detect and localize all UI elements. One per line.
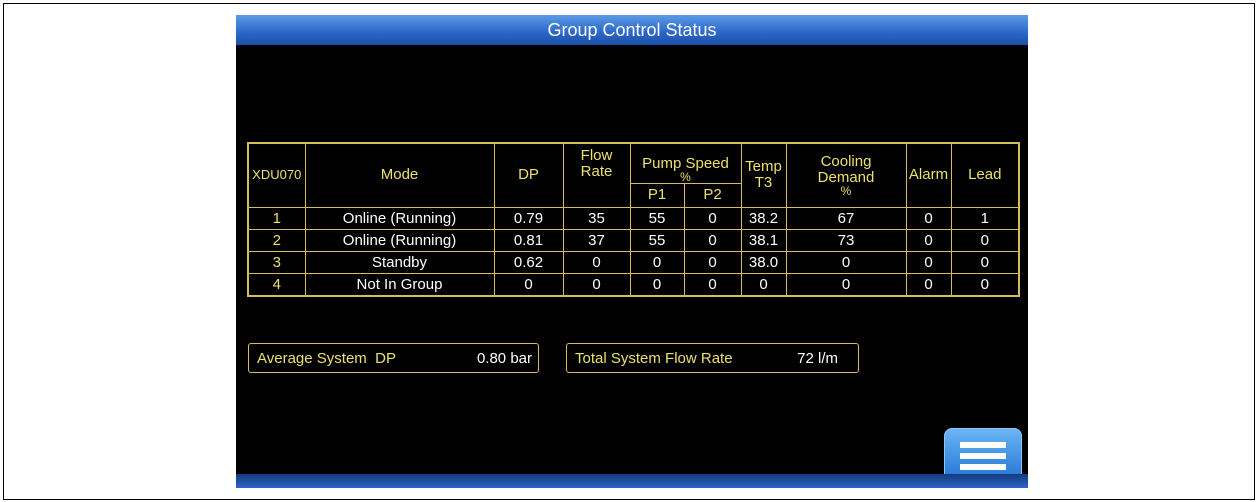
table-cell: 1	[950, 206, 1020, 230]
header-cell: P1	[629, 183, 685, 208]
table-cell: 0	[683, 272, 742, 296]
header-cell: Flow Rate	[562, 142, 631, 208]
table-row: 1 Online (Running) 0.79 35 55 0 38.2 67 0 1	[247, 206, 1020, 230]
table-cell: 0	[905, 250, 952, 274]
table-cell: 0	[493, 272, 564, 296]
header-cell: XDU070	[247, 142, 306, 208]
summary-value: 0.80 bar	[476, 350, 532, 367]
table-row: 4 Not In Group 0 0 0 0 0 0 0 0	[247, 272, 1020, 296]
table-cell: 0	[950, 250, 1020, 274]
unit-index: 4	[247, 272, 306, 296]
table-cell: 0	[629, 250, 685, 274]
header-text: Pump Speed	[642, 154, 729, 172]
table-cell: Online (Running)	[304, 228, 495, 252]
header-cell: Alarm	[905, 142, 952, 208]
header-unit: %	[680, 169, 691, 184]
table-cell: 55	[629, 228, 685, 252]
frame	[3, 3, 1255, 500]
header-cell: Pump Speed %	[629, 142, 742, 184]
header-text: Cooling Demand	[817, 152, 875, 186]
table-cell: 0	[683, 250, 742, 274]
table-cell: 0	[950, 228, 1020, 252]
summary-label: Average System DP	[257, 350, 396, 367]
table-cell: 37	[562, 228, 631, 252]
table-cell: 0	[629, 272, 685, 296]
table-cell: 35	[562, 206, 631, 230]
summary-label: Total System Flow Rate	[575, 350, 733, 367]
unit-index: 3	[247, 250, 306, 274]
header-cell: Mode	[304, 142, 495, 208]
bottom-bar	[236, 474, 1028, 488]
header-cell: P2	[683, 183, 742, 208]
table-cell: 0	[683, 228, 742, 252]
header-cell: DP	[493, 142, 564, 208]
summary-value: 72 l/m	[797, 350, 838, 367]
table-cell: 0	[905, 206, 952, 230]
table-cell: 0.79	[493, 206, 564, 230]
table-cell: Standby	[304, 250, 495, 274]
summary-box: Total System Flow Rate 72 l/m	[566, 343, 859, 373]
table-cell: 67	[785, 206, 907, 230]
table-cell: 0	[905, 272, 952, 296]
title: Group Control Status	[236, 15, 1028, 45]
summary-box: Average System DP 0.80 bar	[248, 343, 539, 373]
table-cell: 0	[950, 272, 1020, 296]
table-cell: 0.62	[493, 250, 564, 274]
table-cell: 0	[785, 272, 907, 296]
table-cell: Not In Group	[304, 272, 495, 296]
screen: Group Control Status XDU070 Mode DP Flow…	[236, 15, 1028, 488]
table-cell: 0.81	[493, 228, 564, 252]
table-cell: 38.0	[740, 250, 787, 274]
header-unit: %	[840, 183, 852, 198]
table-cell: 0	[562, 272, 631, 296]
status-table: XDU070 Mode DP Flow Rate Pump Speed % Te…	[247, 142, 1021, 297]
table-cell: 0	[683, 206, 742, 230]
unit-index: 1	[247, 206, 306, 230]
table-cell: 55	[629, 206, 685, 230]
header-cell: Temp T3	[740, 142, 787, 208]
unit-index: 2	[247, 228, 306, 252]
table-cell: Online (Running)	[304, 206, 495, 230]
table-body: 1 Online (Running) 0.79 35 55 0 38.2 67 0 1 2 Onlin…	[247, 206, 1020, 296]
table-row: 3 Standby 0.62 0 0 0 38.0 0 0 0	[247, 250, 1020, 274]
table-cell: 38.2	[740, 206, 787, 230]
table-row: 2 Online (Running) 0.81 37 55 0 38.1 73 0 0	[247, 228, 1020, 252]
table-cell: 38.1	[740, 228, 787, 252]
header-cell: Lead	[950, 142, 1020, 208]
table-cell: 0	[785, 250, 907, 274]
table-cell: 73	[785, 228, 907, 252]
header-cell: Cooling Demand %	[785, 142, 907, 208]
table-cell: 0	[562, 250, 631, 274]
header-text: XDU070	[252, 167, 302, 183]
table-cell: 0	[740, 272, 787, 296]
table-cell: 0	[905, 228, 952, 252]
